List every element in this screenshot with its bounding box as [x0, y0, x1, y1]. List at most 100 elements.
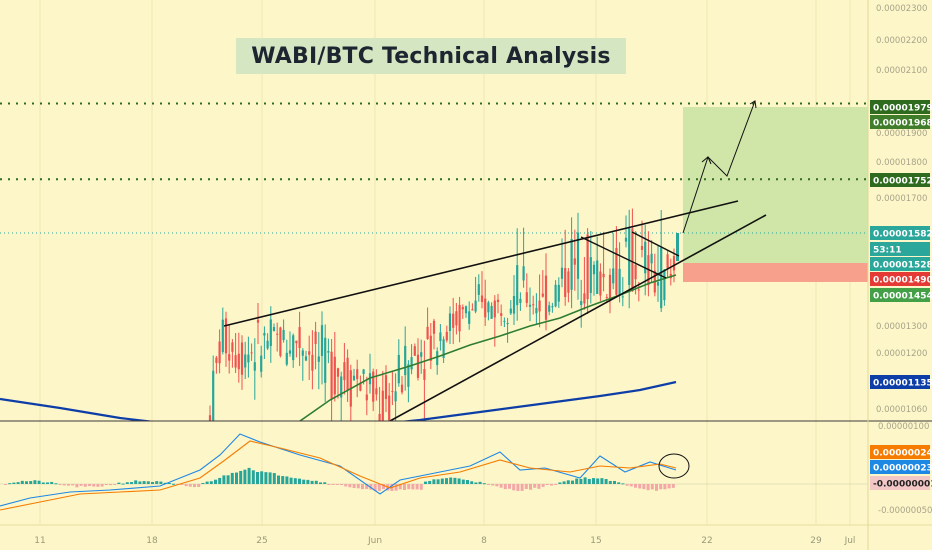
- price-tag-bg: [870, 272, 930, 286]
- histogram-bar: [461, 479, 465, 484]
- histogram-bar: [12, 482, 16, 484]
- histogram-bar: [29, 481, 33, 484]
- candle-body: [448, 313, 452, 331]
- histogram-bar: [550, 484, 553, 486]
- candle-body: [621, 296, 624, 298]
- candle-body: [551, 306, 554, 308]
- moving-average-blue: [0, 380, 677, 421]
- histogram-bar: [440, 478, 444, 484]
- candle-body: [429, 335, 432, 361]
- indicator-tick-label: -0.00000050: [878, 506, 932, 516]
- candle-body: [285, 352, 288, 365]
- candle-body: [282, 329, 285, 341]
- candle-body: [576, 232, 580, 279]
- histogram-bar: [193, 484, 196, 488]
- histogram-bar: [138, 481, 142, 484]
- candle-body: [442, 339, 445, 359]
- candle-body: [317, 356, 320, 362]
- price-tag-bg: [870, 242, 930, 256]
- histogram-bar: [184, 484, 188, 487]
- histogram-bar: [205, 481, 209, 484]
- candle-body: [605, 296, 608, 298]
- candle-body: [490, 305, 493, 319]
- candle-body: [666, 254, 669, 268]
- candle-body: [525, 292, 528, 303]
- candle-body: [452, 313, 455, 328]
- price-tick-label: 0.00001700: [876, 194, 927, 204]
- x-tick-label: Jul: [844, 536, 856, 546]
- candle-body: [381, 390, 384, 421]
- histogram-bar: [356, 484, 360, 489]
- candle-body: [260, 355, 263, 372]
- histogram-bar: [407, 484, 411, 490]
- histogram-bar: [226, 475, 230, 484]
- candle-body: [266, 340, 269, 349]
- histogram-bar: [466, 480, 469, 484]
- candle-body: [602, 273, 605, 278]
- candle-body: [384, 375, 388, 400]
- price-tick-label: 0.00001200: [876, 349, 927, 359]
- histogram-bar: [625, 484, 629, 486]
- candle-body: [228, 354, 231, 361]
- x-tick-label: 8: [481, 536, 487, 546]
- histogram-bar: [600, 478, 604, 484]
- histogram-bar: [508, 484, 511, 489]
- indicator-tag-label: -0.00000001: [873, 480, 932, 490]
- histogram-bar: [365, 484, 369, 490]
- histogram-bar: [209, 481, 213, 484]
- histogram-bar: [608, 480, 612, 484]
- x-tick-label: 25: [256, 536, 267, 546]
- candle-body: [279, 327, 282, 356]
- histogram-bar: [310, 480, 314, 484]
- histogram-bar: [373, 484, 377, 491]
- candle-body: [656, 282, 660, 286]
- candle-body: [471, 309, 474, 311]
- histogram-bar: [96, 484, 100, 487]
- candle-body: [215, 357, 218, 363]
- candle-body: [237, 353, 240, 370]
- candle-body: [564, 268, 567, 297]
- candle-body: [292, 335, 295, 361]
- candle-body: [420, 352, 423, 357]
- histogram-bar: [495, 484, 499, 487]
- histogram-bar: [151, 481, 154, 484]
- histogram-bar: [130, 482, 133, 484]
- histogram-bar: [239, 470, 243, 484]
- lower-trendline: [389, 214, 767, 421]
- candle-body: [221, 319, 224, 353]
- price-tag-label: 0.00001582: [873, 230, 932, 240]
- candle-body: [474, 300, 477, 312]
- histogram-bar: [50, 481, 54, 484]
- candle-body: [480, 295, 484, 303]
- histogram-bar: [524, 484, 528, 489]
- candle-body: [413, 346, 416, 356]
- candle-body: [272, 327, 276, 332]
- histogram-bar: [20, 480, 24, 484]
- histogram-bar: [247, 467, 251, 484]
- histogram-bar: [638, 484, 642, 489]
- histogram-bar: [512, 484, 516, 491]
- histogram-bar: [520, 484, 524, 491]
- price-tick-label: 0.00001900: [876, 129, 927, 139]
- price-tag-label: 0.00001752: [873, 177, 932, 187]
- histogram-bar: [285, 476, 289, 484]
- histogram-bar: [58, 484, 62, 485]
- histogram-bar: [251, 470, 255, 484]
- histogram-bar: [331, 484, 335, 485]
- histogram-bar: [293, 478, 297, 484]
- histogram-bar: [487, 484, 490, 485]
- candle-body: [224, 318, 228, 354]
- histogram-bar: [398, 484, 402, 490]
- candle-body: [247, 354, 250, 363]
- histogram-bar: [62, 484, 66, 486]
- histogram-bar: [125, 482, 129, 484]
- histogram-bar: [566, 480, 570, 484]
- price-tag-label: 0.00001528: [873, 261, 932, 271]
- candle-body: [516, 265, 519, 306]
- histogram-bar: [650, 484, 654, 490]
- histogram-bar: [218, 477, 222, 484]
- candle-body: [333, 356, 336, 395]
- candle-body: [250, 352, 253, 354]
- candle-body: [496, 299, 500, 303]
